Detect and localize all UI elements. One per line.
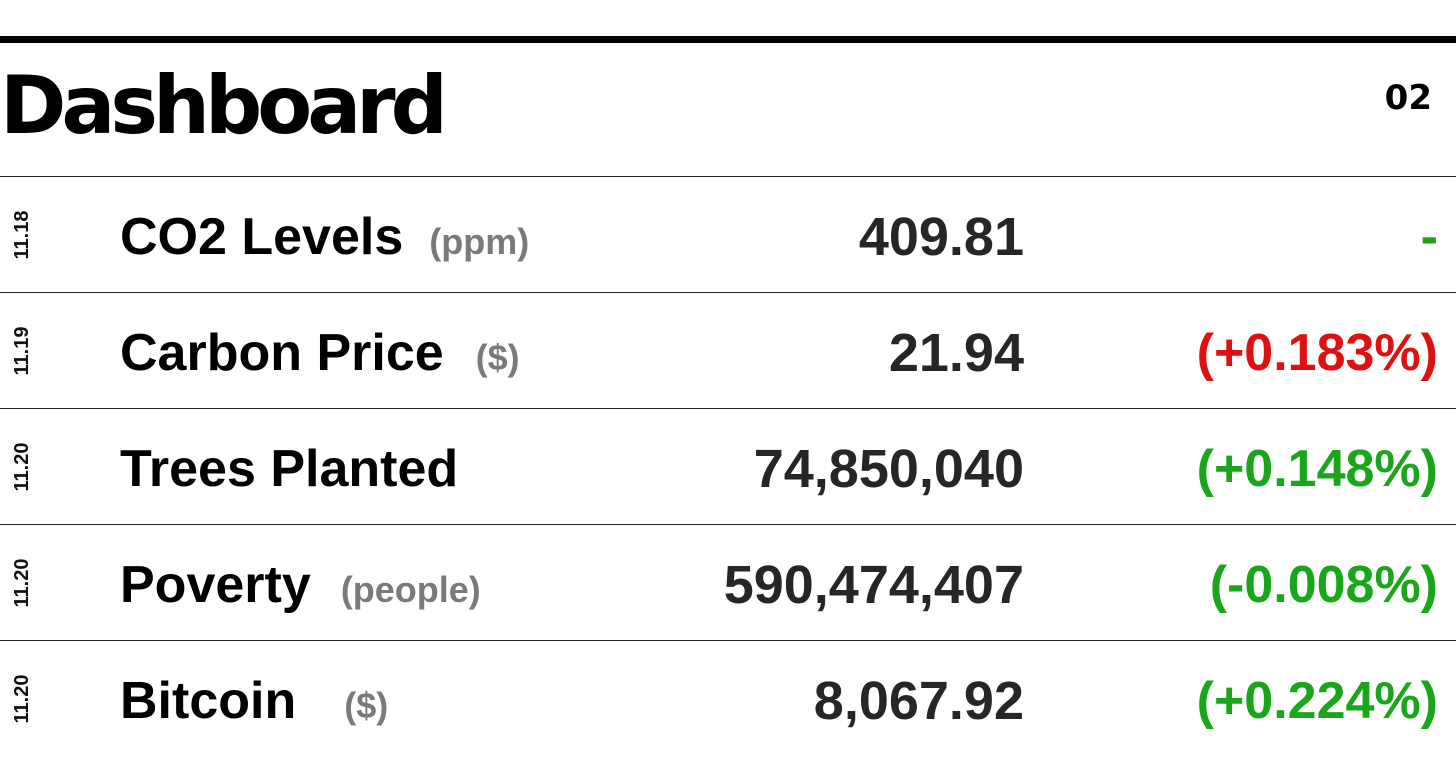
metrics-table: 11.18 CO2 Levels (ppm) 409.81 - 11.19 Ca… — [0, 176, 1456, 756]
row-label: Carbon Price — [120, 324, 444, 382]
row-change: (+0.224%) — [1196, 672, 1438, 730]
row-change: (+0.148%) — [1196, 440, 1438, 498]
row-label-group: Carbon Price ($) — [120, 323, 520, 383]
row-label-group: Trees Planted — [120, 439, 458, 499]
row-label-group: CO2 Levels (ppm) — [120, 207, 529, 267]
row-date: 11.20 — [11, 558, 33, 608]
metric-row-co2: 11.18 CO2 Levels (ppm) 409.81 - — [0, 176, 1456, 292]
row-date: 11.20 — [11, 674, 33, 724]
metric-row-trees-planted: 11.20 Trees Planted 74,850,040 (+0.148%) — [0, 408, 1456, 524]
page-title: Dashboard — [0, 59, 448, 152]
row-change: - — [1420, 208, 1438, 266]
row-date: 11.20 — [11, 442, 33, 492]
top-rule — [0, 36, 1456, 43]
row-label: Trees Planted — [120, 440, 459, 498]
row-date: 11.18 — [11, 210, 33, 260]
row-unit: ($) — [344, 685, 389, 726]
row-label: Bitcoin — [120, 672, 297, 730]
metric-row-poverty: 11.20 Poverty (people) 590,474,407 (-0.0… — [0, 524, 1456, 640]
row-date: 11.19 — [11, 326, 33, 376]
row-value: 409.81 — [858, 207, 1024, 267]
row-change: (+0.183%) — [1196, 324, 1438, 382]
row-unit: ($) — [475, 337, 520, 378]
row-value: 590,474,407 — [723, 555, 1024, 615]
row-label-group: Bitcoin ($) — [120, 671, 388, 731]
metric-row-bitcoin: 11.20 Bitcoin ($) 8,067.92 (+0.224%) — [0, 640, 1456, 756]
row-unit: (people) — [340, 569, 481, 610]
page-number: 02 — [1384, 78, 1432, 118]
row-change: (-0.008%) — [1209, 556, 1438, 614]
row-unit: (ppm) — [429, 221, 530, 262]
metric-row-carbon-price: 11.19 Carbon Price ($) 21.94 (+0.183%) — [0, 292, 1456, 408]
row-value: 74,850,040 — [753, 439, 1024, 499]
row-value: 21.94 — [888, 323, 1024, 383]
row-value: 8,067.92 — [813, 671, 1024, 731]
row-label: CO2 Levels — [120, 208, 404, 266]
row-label-group: Poverty (people) — [120, 555, 481, 615]
row-label: Poverty — [120, 556, 311, 614]
